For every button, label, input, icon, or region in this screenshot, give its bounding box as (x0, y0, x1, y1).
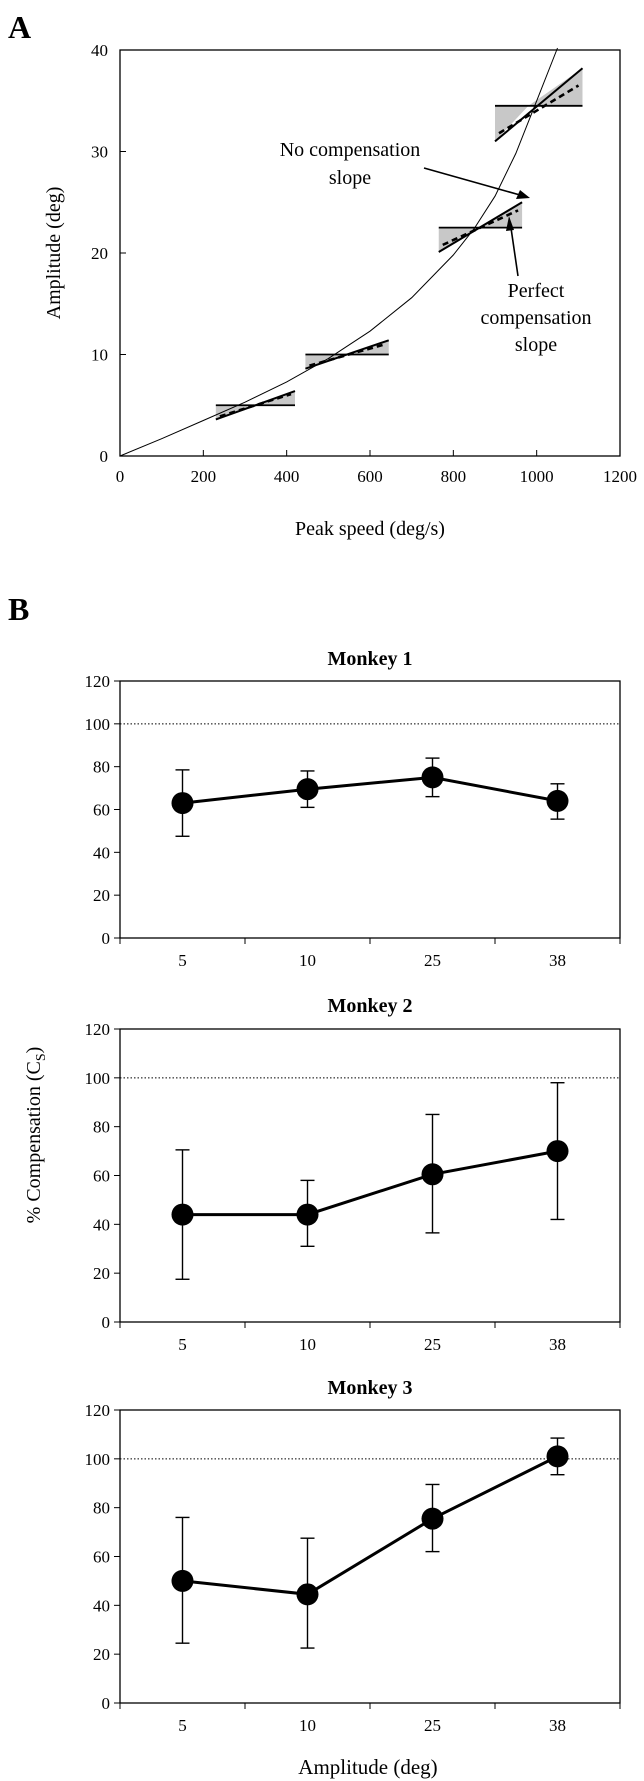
slope-wedge-right (528, 68, 583, 106)
data-point (171, 1203, 194, 1226)
y-tick-label: 20 (93, 1645, 110, 1664)
x-tick-label: 5 (178, 951, 187, 970)
x-tick-label: 5 (178, 1335, 187, 1354)
chart-title: Monkey 3 (328, 1377, 413, 1399)
y-tick-label: 0 (102, 1313, 111, 1332)
annotation-perfect-compensation: slope (515, 334, 557, 356)
slope-markers (215, 67, 584, 421)
measured-slope-line (498, 84, 580, 135)
chart-title: Monkey 2 (328, 995, 413, 1017)
x-tick-label: 38 (549, 951, 566, 970)
x-tick-label: 25 (424, 951, 441, 970)
arrow-head (506, 216, 514, 231)
annotation-perfect-compensation: compensation (480, 307, 591, 329)
measured-slope-line (219, 392, 292, 418)
main-curve (119, 47, 558, 457)
data-point (546, 789, 569, 812)
y-tick-label: 20 (93, 1264, 110, 1283)
y-tick-label: 80 (93, 1499, 110, 1518)
chart-monkey-1: Monkey 1 0 20 40 60 80 100 120 5 10 25 38 (85, 648, 621, 970)
y-tick-label: 80 (93, 758, 110, 777)
data-point (296, 1203, 319, 1226)
y-tick-label-a: 0 (100, 447, 109, 466)
x-tick-label: 38 (549, 1716, 566, 1735)
y-tick-label: 120 (85, 1020, 111, 1039)
series-line (182, 1455, 559, 1596)
y-tick-label: 40 (93, 1215, 110, 1234)
y-axis-label-main: % Compensation (C (23, 1061, 45, 1223)
x-tick-label-a: 800 (441, 467, 467, 486)
y-tick-label: 100 (85, 1069, 111, 1088)
data-point (171, 792, 194, 815)
y-tick-label: 60 (93, 1167, 110, 1186)
x-tick-label-a: 400 (274, 467, 300, 486)
x-tick-label: 10 (299, 1716, 316, 1735)
y-axis-label-b: % Compensation (CS) (23, 1047, 49, 1224)
y-tick-label: 60 (93, 801, 110, 820)
annotation-perfect-compensation: Perfect (508, 280, 565, 302)
y-axis-label-close: ) (23, 1047, 45, 1054)
chart-monkey-3: Monkey 3 0 20 40 60 80 100 120 5 10 25 38 (85, 1377, 621, 1735)
x-tick-label: 25 (424, 1335, 441, 1354)
panel-label-a: A (8, 9, 31, 45)
data-point (421, 1163, 444, 1186)
x-tick-label: 25 (424, 1716, 441, 1735)
x-axis-label-b: Amplitude (deg) (298, 1755, 437, 1779)
y-tick-label: 120 (85, 1401, 111, 1420)
x-tick-label-a: 1000 (520, 467, 554, 486)
slope-wedge-left (495, 105, 529, 142)
annotation-no-compensation: slope (329, 167, 371, 189)
arrow-no-compensation (423, 167, 521, 196)
plot-frame-a (119, 49, 621, 457)
data-point (421, 766, 444, 789)
panel-label-b: B (8, 591, 29, 627)
measured-slope-line (442, 209, 519, 247)
y-axis-label-a: Amplitude (deg) (43, 187, 65, 320)
x-tick-label: 10 (299, 1335, 316, 1354)
series-line (182, 775, 558, 805)
chart-amplitude-vs-peak-speed: 0 200 400 600 800 1000 1200 0 10 20 30 40 No compen… (43, 41, 637, 540)
axis-ticks-a: 0 200 400 600 800 1000 1200 0 10 20 30 40 (91, 41, 637, 486)
x-tick-label-a: 600 (357, 467, 383, 486)
y-tick-label: 80 (93, 1118, 110, 1137)
x-tick-label-a: 200 (191, 467, 217, 486)
annotations-a: No compensation slope Perfect compensation s… (280, 139, 592, 356)
y-tick-label-a: 20 (91, 244, 108, 263)
x-tick-label-a: 1200 (603, 467, 637, 486)
y-tick-label-a: 30 (91, 143, 108, 162)
data-point (421, 1507, 444, 1530)
data-point (171, 1569, 194, 1592)
data-point (296, 1583, 319, 1606)
y-axis-label-subscript: S (34, 1053, 49, 1061)
y-tick-label: 20 (93, 886, 110, 905)
y-tick-label: 120 (85, 672, 111, 691)
y-tick-label: 60 (93, 1548, 110, 1567)
chart-monkey-2: Monkey 2 0 20 40 60 80 100 120 5 10 25 38 (85, 995, 621, 1354)
data-point (546, 1445, 569, 1468)
perfect-compensation-line (494, 67, 584, 143)
arrow-head (516, 190, 530, 199)
y-tick-label: 100 (85, 715, 111, 734)
x-axis-label-a: Peak speed (deg/s) (295, 518, 445, 540)
y-tick-label-a: 10 (91, 346, 108, 365)
arrow-perfect-compensation (510, 227, 519, 277)
annotation-no-compensation: No compensation (280, 139, 421, 161)
y-tick-label: 40 (93, 843, 110, 862)
y-tick-label: 100 (85, 1450, 111, 1469)
y-tick-label: 40 (93, 1596, 110, 1615)
data-point (296, 778, 319, 801)
chart-title: Monkey 1 (328, 648, 413, 670)
y-tick-label-a: 40 (91, 41, 108, 60)
x-tick-label: 10 (299, 951, 316, 970)
series-line (182, 1149, 558, 1217)
x-tick-label: 5 (178, 1716, 187, 1735)
y-tick-label: 0 (102, 929, 111, 948)
data-point (546, 1140, 569, 1163)
plot-frame (119, 1028, 621, 1323)
x-tick-label: 38 (549, 1335, 566, 1354)
plot-frame (119, 680, 621, 939)
y-tick-label: 0 (102, 1694, 111, 1713)
x-tick-label-a: 0 (116, 467, 125, 486)
